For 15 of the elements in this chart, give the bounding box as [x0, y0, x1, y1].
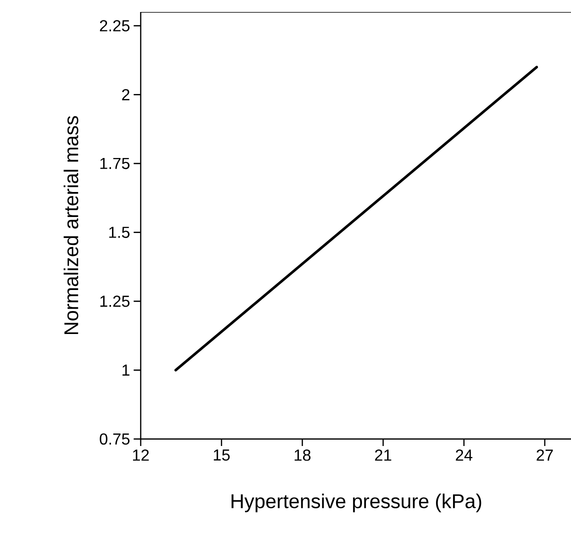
y-tick-label: 1.25 — [100, 296, 130, 307]
x-tick-label: 15 — [214, 450, 230, 461]
y-axis-title: Normalized arterial mass — [64, 116, 78, 334]
x-tick-label: 12 — [133, 450, 149, 461]
y-tick-label: 0.75 — [100, 433, 130, 445]
x-axis-title: Hypertensive pressure (kPa) — [232, 494, 482, 512]
y-tick-label: 2 — [122, 89, 130, 100]
x-tick-label: 24 — [456, 450, 472, 461]
y-tick-label: 1 — [122, 364, 130, 376]
x-tick-label: 21 — [375, 450, 392, 461]
y-tick-label: 1.5 — [109, 226, 130, 238]
x-tick-label: 27 — [536, 450, 553, 461]
y-tick-label: 2.25 — [100, 20, 130, 32]
x-tick-label: 18 — [294, 450, 310, 461]
y-tick-label: 1.75 — [100, 158, 130, 170]
